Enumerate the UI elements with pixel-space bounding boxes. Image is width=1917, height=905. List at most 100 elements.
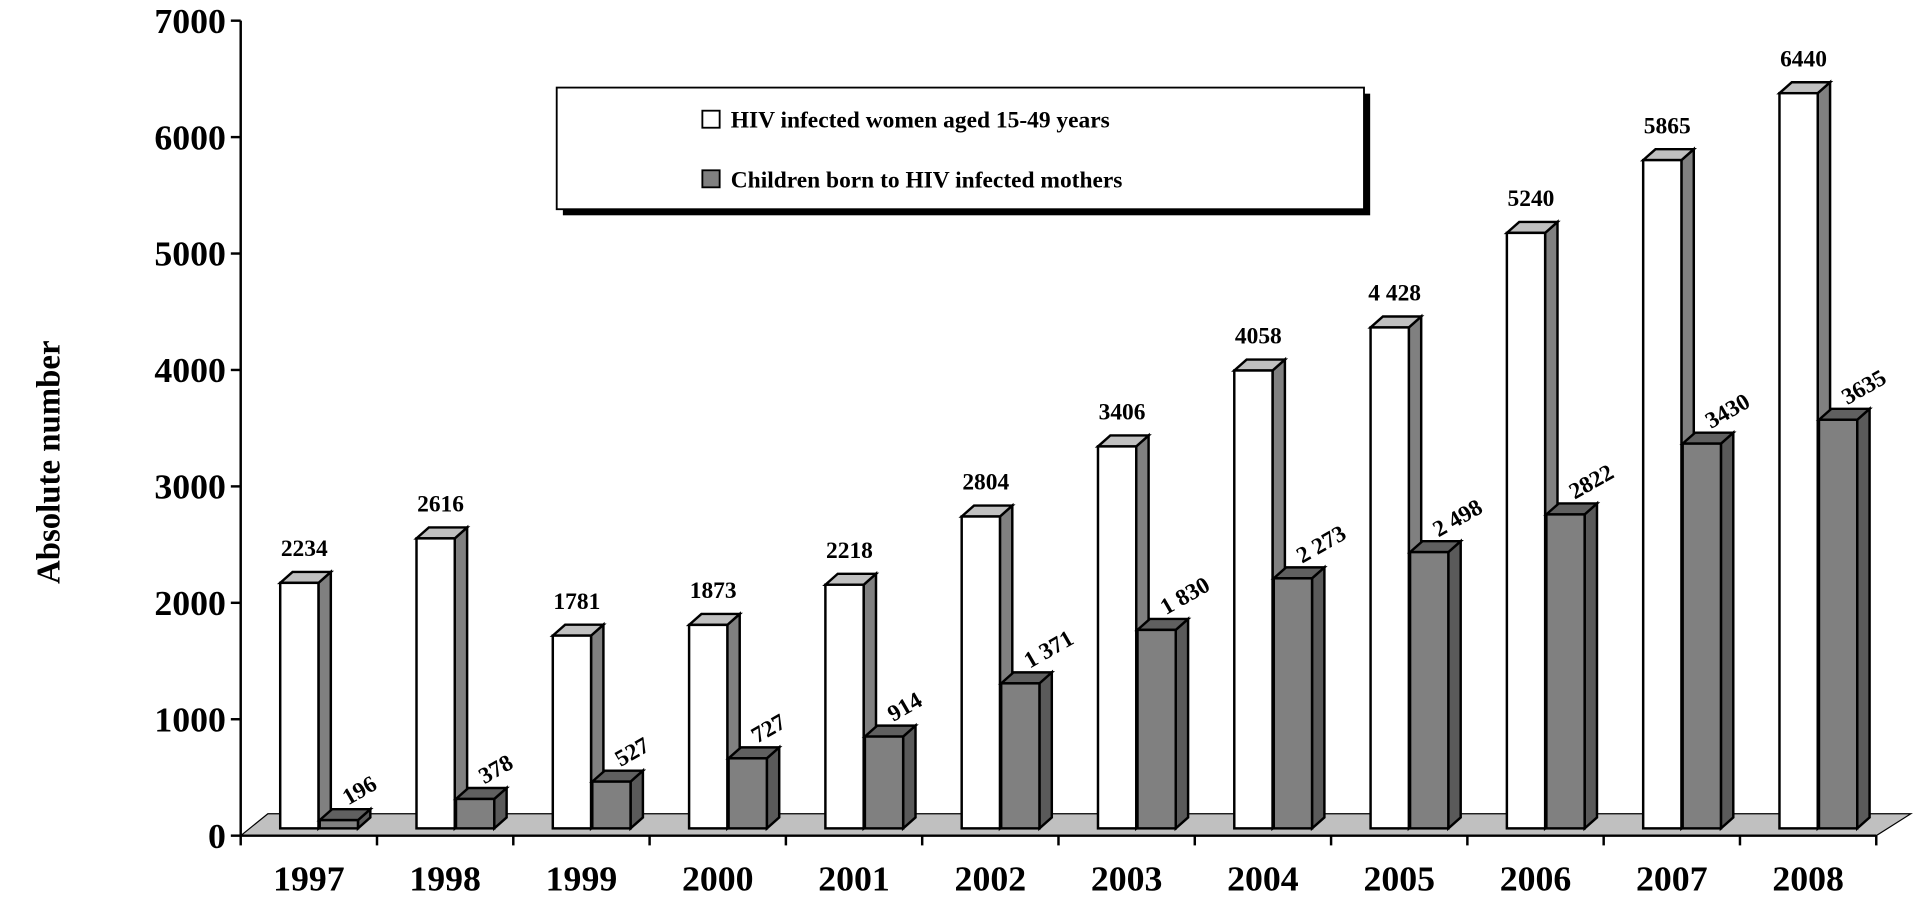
bar: [1270, 564, 1328, 832]
legend-box: [555, 86, 1365, 211]
y-axis-label: Absolute number: [31, 340, 67, 584]
value-label: 914: [883, 687, 927, 727]
y-tick-label: 4000: [154, 350, 226, 390]
bar-front: [1505, 231, 1547, 830]
bar: [1815, 406, 1873, 832]
bar-front: [318, 818, 360, 830]
bar-front: [999, 682, 1041, 830]
value-label: 3635: [1837, 365, 1891, 410]
bar-side: [1583, 500, 1599, 832]
bar-front: [1136, 628, 1177, 830]
bar: [997, 669, 1056, 832]
bar-side: [1856, 406, 1871, 832]
value-label: 2616: [417, 492, 464, 518]
value-label: 5865: [1644, 114, 1691, 140]
bar-side: [1174, 616, 1190, 832]
bar: [1776, 79, 1834, 832]
x-tick-label: 2004: [1227, 859, 1299, 899]
value-label: 2234: [281, 536, 328, 562]
bar-front: [551, 634, 593, 830]
bar: [589, 767, 647, 832]
value-label: 1 371: [1020, 626, 1079, 674]
value-label: 727: [747, 709, 791, 749]
bar-side: [453, 524, 469, 832]
y-tick-label: 1000: [154, 700, 226, 740]
bar: [1406, 538, 1464, 832]
bar-side: [1038, 669, 1054, 832]
legend-label: Children born to HIV infected mothers: [731, 167, 1123, 193]
value-label: 3430: [1701, 389, 1755, 434]
y-tick-label: 6000: [154, 118, 226, 158]
bar-front: [591, 780, 632, 830]
x-tick-label: 2000: [682, 859, 754, 899]
value-label: 4 428: [1368, 281, 1421, 307]
value-label: 1 830: [1156, 572, 1215, 620]
value-label: 5240: [1508, 186, 1555, 212]
y-tick-label: 5000: [154, 234, 226, 274]
x-tick-label: 2002: [955, 859, 1027, 899]
bar: [276, 569, 335, 832]
bar: [452, 785, 510, 832]
legend-swatch: [701, 169, 721, 189]
bar: [316, 806, 374, 832]
bar-front: [415, 537, 457, 830]
x-tick-label: 2007: [1636, 859, 1708, 899]
y-tick-label: 0: [208, 816, 226, 856]
bar: [413, 524, 471, 832]
value-label: 6440: [1780, 47, 1827, 73]
bar: [861, 722, 919, 832]
x-tick-label: 2005: [1363, 859, 1435, 899]
bar-front: [1641, 158, 1683, 830]
bar-front: [1545, 513, 1586, 830]
x-tick-label: 2006: [1500, 859, 1572, 899]
bar-front: [1778, 91, 1819, 830]
bar: [1679, 429, 1737, 832]
value-label: 4058: [1235, 324, 1282, 350]
value-label: 196: [338, 771, 382, 811]
value-label: 378: [474, 750, 518, 790]
value-label: 1873: [690, 578, 737, 604]
legend-label: HIV infected women aged 15-49 years: [731, 108, 1110, 134]
bar-front: [1272, 577, 1314, 830]
legend-swatch: [701, 109, 721, 129]
x-tick-label: 2008: [1772, 859, 1844, 899]
bar: [1543, 500, 1601, 832]
bar-front: [727, 757, 769, 830]
bar: [549, 621, 607, 832]
bar-side: [1310, 564, 1326, 832]
bar-side: [901, 722, 917, 832]
value-label: 3406: [1099, 400, 1146, 426]
bar-front: [824, 583, 865, 830]
bar-front: [863, 735, 905, 830]
y-tick-label: 7000: [154, 1, 226, 41]
bar-front: [1233, 369, 1274, 830]
x-tick-label: 1998: [409, 859, 481, 899]
y-tick-label: 3000: [154, 467, 226, 507]
bar-front: [1817, 418, 1859, 830]
x-tick-label: 1997: [273, 859, 345, 899]
value-label: 2 498: [1428, 494, 1487, 542]
bar-side: [765, 744, 781, 832]
x-tick-label: 2001: [818, 859, 890, 899]
y-tick-label: 2000: [154, 583, 226, 623]
bar: [1134, 616, 1192, 832]
value-label: 2822: [1565, 460, 1619, 505]
bar-side: [317, 569, 333, 832]
x-tick-label: 1999: [546, 859, 618, 899]
bar-front: [687, 623, 729, 830]
bar-front: [960, 515, 1002, 830]
bar-side: [1447, 538, 1462, 832]
bar-side: [1719, 429, 1735, 832]
value-label: 2804: [962, 470, 1009, 496]
bar-front: [1096, 445, 1138, 830]
bar-front: [1369, 326, 1411, 830]
bar: [725, 744, 783, 832]
value-label: 527: [611, 732, 655, 772]
value-label: 2 273: [1292, 521, 1351, 569]
bar-front: [1408, 550, 1450, 830]
value-label: 2218: [826, 538, 873, 564]
bar-front: [278, 581, 320, 830]
x-tick-label: 2003: [1091, 859, 1163, 899]
